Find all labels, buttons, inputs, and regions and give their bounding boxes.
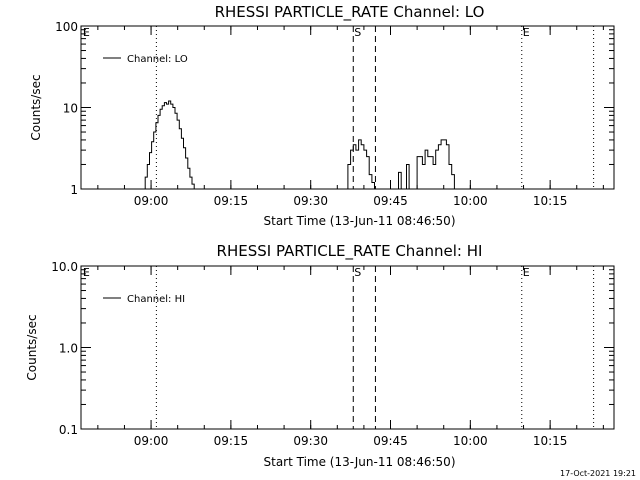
series-line-lo (143, 100, 457, 189)
y-axis-label: Counts/sec (25, 314, 39, 380)
x-tick-label: 09:15 (214, 434, 249, 448)
x-axis-label: Start Time (13-Jun-11 08:46:50) (264, 214, 456, 228)
x-tick-label: 10:15 (533, 434, 568, 448)
y-tick-label: 10 (63, 102, 78, 116)
x-axis-label: Start Time (13-Jun-11 08:46:50) (264, 455, 456, 469)
chart-panel-lo: RHESSI PARTICLE_RATE Channel: LO 1 10 100 09… (29, 3, 615, 228)
y-tick-label: 1.0 (59, 342, 78, 356)
y-tick-label: 1 (70, 183, 78, 197)
y-tick-label: 100 (55, 20, 78, 34)
x-tick-label: 09:30 (293, 434, 328, 448)
time-marker-label: E (83, 26, 90, 39)
chart-panel-hi: RHESSI PARTICLE_RATE Channel: HI 0.1 1.0 10… (25, 242, 615, 469)
x-tick-label: 10:00 (453, 194, 488, 208)
time-marker-label: E (523, 26, 530, 39)
x-tick-label: 10:15 (533, 194, 568, 208)
x-tick-label: 09:45 (373, 194, 408, 208)
time-marker-label: E (523, 266, 530, 279)
y-axis-label: Counts/sec (29, 74, 43, 140)
legend-label: Channel: HI (127, 294, 185, 305)
y-tick-label: 10.0 (51, 260, 78, 274)
x-tick-label: 10:00 (453, 434, 488, 448)
x-tick-label: 09:00 (134, 434, 169, 448)
footer-timestamp: 17-Oct-2021 19:21 (560, 469, 636, 478)
time-marker-label: E (83, 266, 90, 279)
x-tick-label: 09:00 (134, 194, 169, 208)
x-tick-label: 09:30 (293, 194, 328, 208)
time-marker-label: S (354, 26, 361, 39)
time-marker-label: S (354, 266, 361, 279)
legend-label: Channel: LO (127, 54, 188, 65)
x-tick-label: 09:15 (214, 194, 249, 208)
chart-title: RHESSI PARTICLE_RATE Channel: LO (215, 3, 485, 22)
x-tick-label: 09:45 (373, 434, 408, 448)
y-tick-label: 0.1 (59, 423, 78, 437)
chart-title: RHESSI PARTICLE_RATE Channel: HI (217, 242, 483, 261)
